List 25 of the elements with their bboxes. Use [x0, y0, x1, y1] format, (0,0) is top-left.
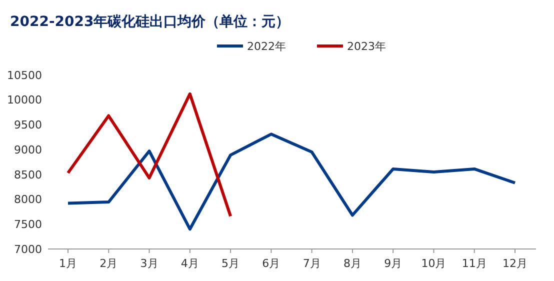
y-tick-label: 7000	[14, 242, 42, 256]
chart-title: 2022-2023年碳化硅出口均价（单位：元）	[10, 14, 290, 30]
y-tick-label: 9000	[14, 143, 42, 156]
y-tick-label: 9500	[14, 118, 42, 132]
y-tick-label: 8500	[14, 168, 42, 182]
x-tick-label: 4月	[180, 257, 199, 270]
x-tick-label: 7月	[302, 257, 321, 270]
y-tick-label: 10500	[7, 68, 42, 82]
legend-label: 2022年	[247, 40, 286, 53]
x-tick-label: 8月	[343, 257, 362, 270]
x-tick-label: 11月	[462, 257, 487, 270]
x-tick-label: 12月	[502, 257, 528, 270]
y-tick-label: 10000	[7, 94, 42, 107]
x-tick-label: 6月	[262, 257, 280, 270]
line-series	[66, 92, 232, 218]
x-tick-label: 2月	[100, 257, 118, 270]
x-tick-label: 10月	[421, 257, 446, 270]
x-tick-label: 9月	[384, 257, 402, 270]
y-tick-label: 8000	[14, 193, 42, 206]
legend-label: 2023年	[347, 40, 386, 53]
y-tick-label: 7500	[14, 218, 42, 231]
x-tick-label: 3月	[140, 257, 158, 270]
line-series	[66, 132, 516, 231]
x-tick-label: 1月	[59, 257, 77, 270]
x-tick-label: 5月	[222, 257, 240, 270]
